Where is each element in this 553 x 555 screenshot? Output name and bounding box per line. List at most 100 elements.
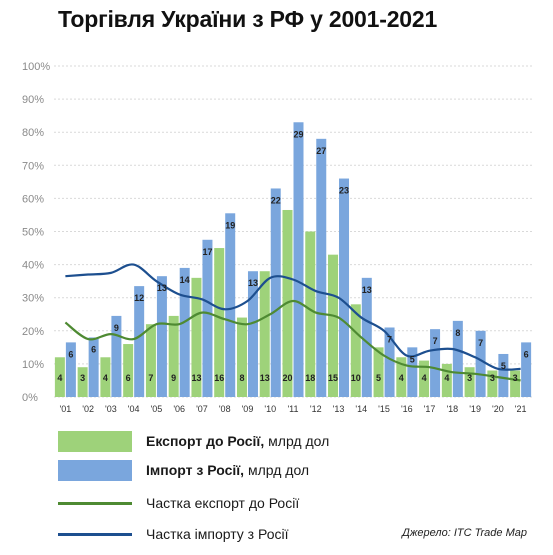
import-bar bbox=[452, 320, 463, 397]
export-bar-label: 4 bbox=[399, 373, 404, 383]
export-bar bbox=[487, 370, 498, 397]
export-bar bbox=[54, 357, 65, 397]
y-tick-label: 50% bbox=[22, 227, 44, 239]
legend-swatch-export-share bbox=[58, 501, 132, 505]
y-axis-ticks: 0% 10% 20% 30% 40% 50% 60% 70% 80% 90% 100% bbox=[22, 61, 50, 404]
export-bar-label: 4 bbox=[103, 373, 108, 383]
export-bar-label: 3 bbox=[490, 373, 495, 383]
export-bar bbox=[145, 324, 156, 397]
export-bar-label: 10 bbox=[351, 373, 361, 383]
y-tick-label: 90% bbox=[22, 94, 44, 106]
import-bar bbox=[202, 239, 213, 397]
export-bar bbox=[510, 370, 521, 397]
bar-value-labels: 4 6 3 6 4 9 6 12 7 13 9 14 13 17 16 19 8 13 13 22 20 29 18 27 15… bbox=[57, 129, 528, 383]
x-axis-ticks: '01 '02 '03 '04 '05 '06 '07 '08 '09 '10 '11 '12 '13 '… bbox=[60, 404, 527, 414]
import-bar-label: 27 bbox=[316, 146, 326, 156]
export-bar bbox=[396, 357, 407, 397]
x-tick-label: '15 bbox=[378, 404, 390, 414]
export-bar bbox=[350, 304, 361, 397]
import-share-line bbox=[65, 263, 521, 371]
import-bar-label: 6 bbox=[91, 344, 96, 354]
export-bar-label: 5 bbox=[376, 373, 381, 383]
chart-plot: 0% 10% 20% 30% 40% 50% 60% 70% 80% 90% 100% 4 6 3 6 4 9… bbox=[22, 61, 532, 414]
export-bar bbox=[77, 367, 88, 397]
export-bar-label: 18 bbox=[305, 373, 315, 383]
import-bar bbox=[475, 330, 486, 397]
export-bar-label: 8 bbox=[239, 373, 244, 383]
import-bar-label: 14 bbox=[180, 275, 190, 285]
x-tick-label: '01 bbox=[60, 404, 72, 414]
import-bar bbox=[384, 327, 395, 397]
export-bar-label: 3 bbox=[467, 373, 472, 383]
legend-label-export-share: Частка експорт до Росії bbox=[146, 495, 300, 511]
export-bar-label: 15 bbox=[328, 373, 338, 383]
import-bar-label: 7 bbox=[387, 334, 392, 344]
import-bar bbox=[521, 342, 532, 397]
import-bar bbox=[430, 329, 441, 397]
export-bar bbox=[373, 347, 384, 397]
import-bar-label: 7 bbox=[433, 336, 438, 346]
import-bar-label: 13 bbox=[248, 278, 258, 288]
import-bar-label: 12 bbox=[134, 293, 144, 303]
export-bar bbox=[236, 317, 247, 397]
y-tick-label: 40% bbox=[22, 260, 44, 272]
export-bar-label: 4 bbox=[422, 373, 427, 383]
legend-label-export: Експорт до Росії, bbox=[146, 433, 265, 449]
x-tick-label: '14 bbox=[355, 404, 367, 414]
import-bar-label: 9 bbox=[114, 323, 119, 333]
export-bar-label: 4 bbox=[444, 373, 449, 383]
import-bar-label: 19 bbox=[225, 220, 235, 230]
export-bar bbox=[305, 231, 316, 397]
x-tick-label: '09 bbox=[242, 404, 254, 414]
bars bbox=[54, 122, 532, 398]
export-bar-label: 7 bbox=[148, 373, 153, 383]
export-bar bbox=[100, 357, 111, 397]
legend-unit-export: млрд дол bbox=[268, 433, 330, 449]
export-bar bbox=[441, 363, 452, 397]
import-bar bbox=[407, 347, 418, 397]
x-tick-label: '19 bbox=[469, 404, 481, 414]
legend-item-import: Імпорт з Росії, млрд дол bbox=[58, 455, 309, 485]
y-tick-label: 30% bbox=[22, 293, 44, 305]
import-bar-label: 6 bbox=[524, 349, 529, 359]
export-bar-label: 20 bbox=[282, 373, 292, 383]
chart-title: Торгівля України з РФ у 2001-2021 bbox=[58, 6, 438, 32]
x-tick-label: '03 bbox=[105, 404, 117, 414]
y-tick-label: 80% bbox=[22, 127, 44, 139]
export-bar bbox=[168, 315, 179, 397]
y-tick-label: 70% bbox=[22, 160, 44, 172]
import-bar bbox=[111, 315, 122, 397]
legend-item-import-share: Частка імпорту з Росії bbox=[58, 519, 289, 549]
import-bar bbox=[316, 138, 327, 397]
import-bar-label: 5 bbox=[410, 354, 415, 364]
import-bar bbox=[293, 122, 304, 398]
y-tick-label: 20% bbox=[22, 326, 44, 338]
y-tick-label: 60% bbox=[22, 193, 44, 205]
export-bar bbox=[259, 271, 270, 397]
import-bar-label: 7 bbox=[478, 338, 483, 348]
x-tick-label: '16 bbox=[401, 404, 413, 414]
export-share-line bbox=[64, 299, 521, 382]
import-bar-label: 23 bbox=[339, 186, 349, 196]
export-bar bbox=[464, 367, 475, 397]
x-tick-label: '04 bbox=[128, 404, 140, 414]
x-tick-label: '17 bbox=[424, 404, 436, 414]
import-bar-label: 22 bbox=[271, 195, 281, 205]
export-bar-label: 6 bbox=[126, 373, 131, 383]
export-bar-label: 4 bbox=[57, 373, 62, 383]
x-tick-label: '07 bbox=[196, 404, 208, 414]
import-bar-label: 29 bbox=[293, 129, 303, 139]
x-tick-label: '21 bbox=[515, 404, 527, 414]
x-tick-label: '08 bbox=[219, 404, 231, 414]
import-bar bbox=[179, 267, 190, 397]
import-bar bbox=[65, 342, 76, 397]
source-note: Джерело: ITC Trade Map bbox=[402, 527, 527, 539]
export-bar-label: 3 bbox=[80, 373, 85, 383]
import-bar bbox=[498, 353, 509, 397]
import-bar bbox=[156, 276, 167, 397]
import-bar-label: 13 bbox=[157, 283, 167, 293]
export-bar bbox=[191, 277, 202, 397]
legend-label-import: Імпорт з Росії, bbox=[146, 462, 245, 478]
import-bar bbox=[247, 271, 258, 397]
export-bar-label: 9 bbox=[171, 373, 176, 383]
